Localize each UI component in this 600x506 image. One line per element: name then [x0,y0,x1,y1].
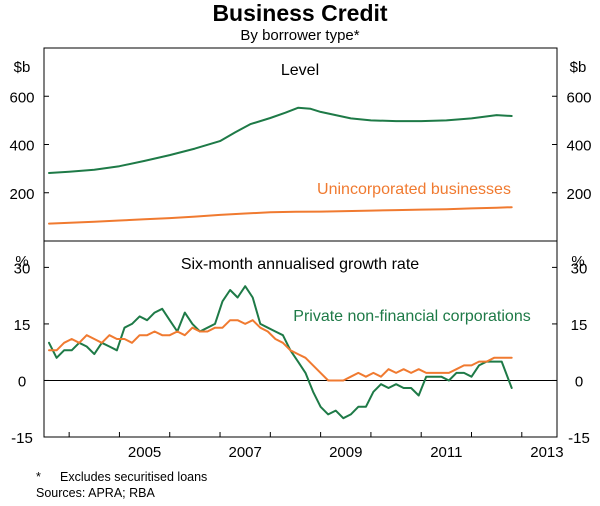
bottom-unit-left: % [15,253,28,270]
x-tick-label: 2005 [128,444,161,461]
chart-subtitle: By borrower type* [240,27,360,44]
series-line-private-non-financial-corporations [48,106,513,174]
y-tick-label-right: 200 [566,186,591,203]
y-tick-label-left: 30 [14,260,31,277]
x-tick-label: 2011 [430,444,462,461]
bottom-unit-right: % [571,253,584,270]
y-tick-label-right: 15 [571,317,588,334]
top-unit-right: $b [570,59,587,76]
y-tick-label-left: 600 [9,89,34,106]
footnote-text: Excludes securitised loans [60,470,208,484]
y-tick-label-left: 200 [9,186,34,203]
x-tick-label: 2009 [329,444,362,461]
footnote-marker: * [36,470,41,484]
series-line-private-non-financial-corporations [48,285,513,420]
series-line-unincorporated-businesses [48,206,513,225]
plot-frame [43,47,558,438]
y-tick-label-left: -15 [11,430,33,447]
y-tick-label-right: 600 [566,89,591,106]
series-line-unincorporated-businesses [48,319,513,382]
y-tick-label-right: 0 [575,373,583,390]
chart-title: Business Credit [212,0,388,26]
series-label-pnfc: Private non-financial corporations [293,308,530,325]
x-tick-label: 2013 [530,444,563,461]
y-tick-label-right: -15 [568,430,590,447]
top-panel-title: Level [281,62,319,79]
y-tick-label-left: 0 [18,373,26,390]
y-tick-label-left: 400 [9,138,34,155]
y-tick-label-right: 400 [566,138,591,155]
y-tick-label-right: 30 [571,260,588,277]
x-tick-label: 2007 [228,444,261,461]
bottom-panel-title: Six-month annualised growth rate [181,256,419,273]
y-tick-label-left: 15 [14,317,31,334]
footnote: * Excludes securitised loans [36,470,207,485]
top-unit-left: $b [14,59,31,76]
sources-note: Sources: APRA; RBA [36,486,155,500]
series-label-unincorporated: Unincorporated businesses [317,181,511,198]
